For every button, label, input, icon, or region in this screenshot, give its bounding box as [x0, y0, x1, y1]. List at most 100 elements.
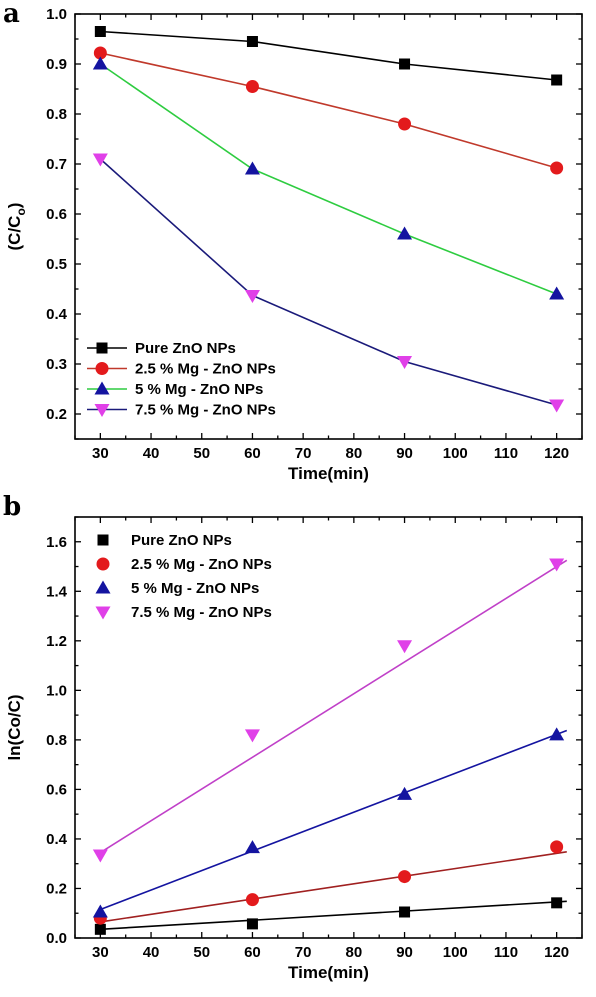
data-point-square — [246, 36, 258, 47]
x-tick-label: 80 — [346, 944, 363, 961]
data-point-triangle-up — [244, 161, 260, 175]
chart-a: 30 40 50 60 70 80 90 100 110 120 0.2 0.3 0.4 0.5 0.6 0.… — [5, 6, 583, 483]
fit-line — [100, 729, 568, 911]
x-tick-label: 120 — [544, 445, 569, 462]
data-point-triangle-down — [397, 640, 413, 654]
legend-label: 7.5 % Mg - ZnO NPs — [131, 604, 272, 621]
y-tick-label: 0.9 — [46, 56, 67, 73]
y-tick-label: 0.4 — [46, 831, 68, 848]
data-point-square — [246, 918, 258, 930]
data-point-square — [551, 897, 563, 909]
y-tick-label: 0.8 — [46, 732, 67, 749]
data-point-triangle-up — [549, 727, 565, 741]
y-tick-label: 1.6 — [46, 534, 67, 551]
legend-marker — [97, 534, 109, 546]
legend-label: 7.5 % Mg - ZnO NPs — [135, 402, 276, 419]
data-point-square — [94, 26, 106, 37]
y-tick-label: 0.0 — [46, 930, 67, 947]
data-point-triangle-down — [549, 399, 565, 413]
data-point-square — [551, 74, 563, 86]
legend-marker — [94, 381, 110, 395]
data-point-circle — [245, 80, 259, 93]
data-point-triangle-down — [397, 356, 413, 369]
y-axis-title: ln(Co/C) — [5, 694, 24, 760]
y-tick-label: 0.2 — [46, 880, 67, 897]
data-point-triangle-up — [92, 904, 108, 918]
data-point-circle — [93, 46, 107, 60]
data-point-square — [399, 906, 411, 918]
y-tick-label: 1.2 — [46, 633, 67, 650]
y-tick-label: 0.5 — [46, 256, 67, 273]
x-tick-label: 120 — [544, 944, 569, 961]
x-axis-title: Time(min) — [288, 464, 369, 483]
legend-marker — [95, 606, 111, 620]
data-point-triangle-down — [549, 558, 565, 572]
legend-label: 2.5 % Mg - ZnO NPs — [131, 556, 272, 573]
data-point-square — [399, 58, 411, 70]
x-tick-label: 110 — [494, 944, 518, 961]
legend-label: 5 % Mg - ZnO NPs — [131, 580, 259, 597]
data-point-triangle-up — [549, 286, 565, 300]
legend-marker — [95, 580, 111, 594]
legend-label: 5 % Mg - ZnO NPs — [135, 381, 263, 398]
y-tick-label: 1.0 — [46, 682, 67, 699]
series-line — [99, 158, 557, 406]
data-point-triangle-down — [244, 729, 260, 743]
data-point-triangle-down — [244, 290, 260, 303]
panel-b-label: b — [3, 492, 21, 522]
y-tick-label: 0.3 — [46, 356, 67, 373]
data-point-triangle-up — [397, 786, 413, 800]
y-tick-label: 0.8 — [46, 106, 67, 123]
y-tick-label: 0.6 — [46, 781, 67, 798]
x-tick-label: 70 — [295, 445, 312, 462]
data-point-square — [94, 923, 106, 935]
x-tick-label: 90 — [396, 944, 413, 961]
x-tick-label: 90 — [396, 445, 413, 462]
chart-b: 30 40 50 60 70 80 90 100 110 120 0.0 0.2 0.4 0.6 0.8 1.… — [5, 516, 583, 982]
y-tick-label: 0.7 — [46, 156, 67, 173]
x-tick-label: 30 — [92, 944, 109, 961]
series-line — [99, 63, 557, 295]
x-tick-label: 100 — [443, 445, 468, 462]
x-tick-label: 70 — [295, 944, 312, 961]
y-tick-label: 0.6 — [46, 206, 67, 223]
x-tick-label: 60 — [244, 445, 261, 462]
data-point-triangle-down — [92, 849, 108, 863]
fit-line — [100, 851, 567, 923]
legend-label: 2.5 % Mg - ZnO NPs — [135, 361, 276, 378]
x-tick-label: 40 — [143, 445, 160, 462]
data-point-circle — [550, 161, 564, 175]
legend-marker — [96, 557, 110, 571]
x-tick-label: 80 — [346, 445, 363, 462]
legend-marker — [96, 342, 108, 354]
legend-label: Pure ZnO NPs — [135, 340, 236, 357]
y-axis-title: (C/Co) — [5, 203, 28, 251]
y-tick-label: 1.0 — [46, 6, 67, 23]
data-point-circle — [245, 893, 259, 907]
x-axis-title: Time(min) — [288, 963, 369, 982]
x-tick-label: 40 — [143, 944, 160, 961]
series-line — [100, 52, 557, 169]
legend-marker — [95, 362, 109, 375]
data-point-triangle-down — [92, 153, 108, 167]
data-point-triangle-up — [244, 840, 260, 854]
y-tick-label: 0.4 — [46, 306, 68, 323]
x-tick-label: 50 — [193, 944, 210, 961]
data-point-circle — [550, 840, 564, 854]
x-tick-label: 110 — [494, 445, 518, 462]
x-tick-label: 60 — [244, 944, 261, 961]
legend-label: Pure ZnO NPs — [131, 532, 232, 549]
panel-a-label: a — [3, 0, 20, 29]
data-point-triangle-up — [397, 226, 413, 240]
y-tick-label: 1.4 — [46, 583, 68, 600]
fit-line — [100, 900, 567, 931]
data-point-circle — [398, 870, 412, 884]
x-tick-label: 50 — [193, 445, 210, 462]
data-point-triangle-up — [92, 56, 108, 70]
legend-marker — [94, 404, 110, 417]
data-point-circle — [398, 117, 412, 131]
x-tick-label: 30 — [92, 445, 109, 462]
series-line — [100, 30, 557, 81]
y-tick-label: 0.2 — [46, 406, 67, 423]
